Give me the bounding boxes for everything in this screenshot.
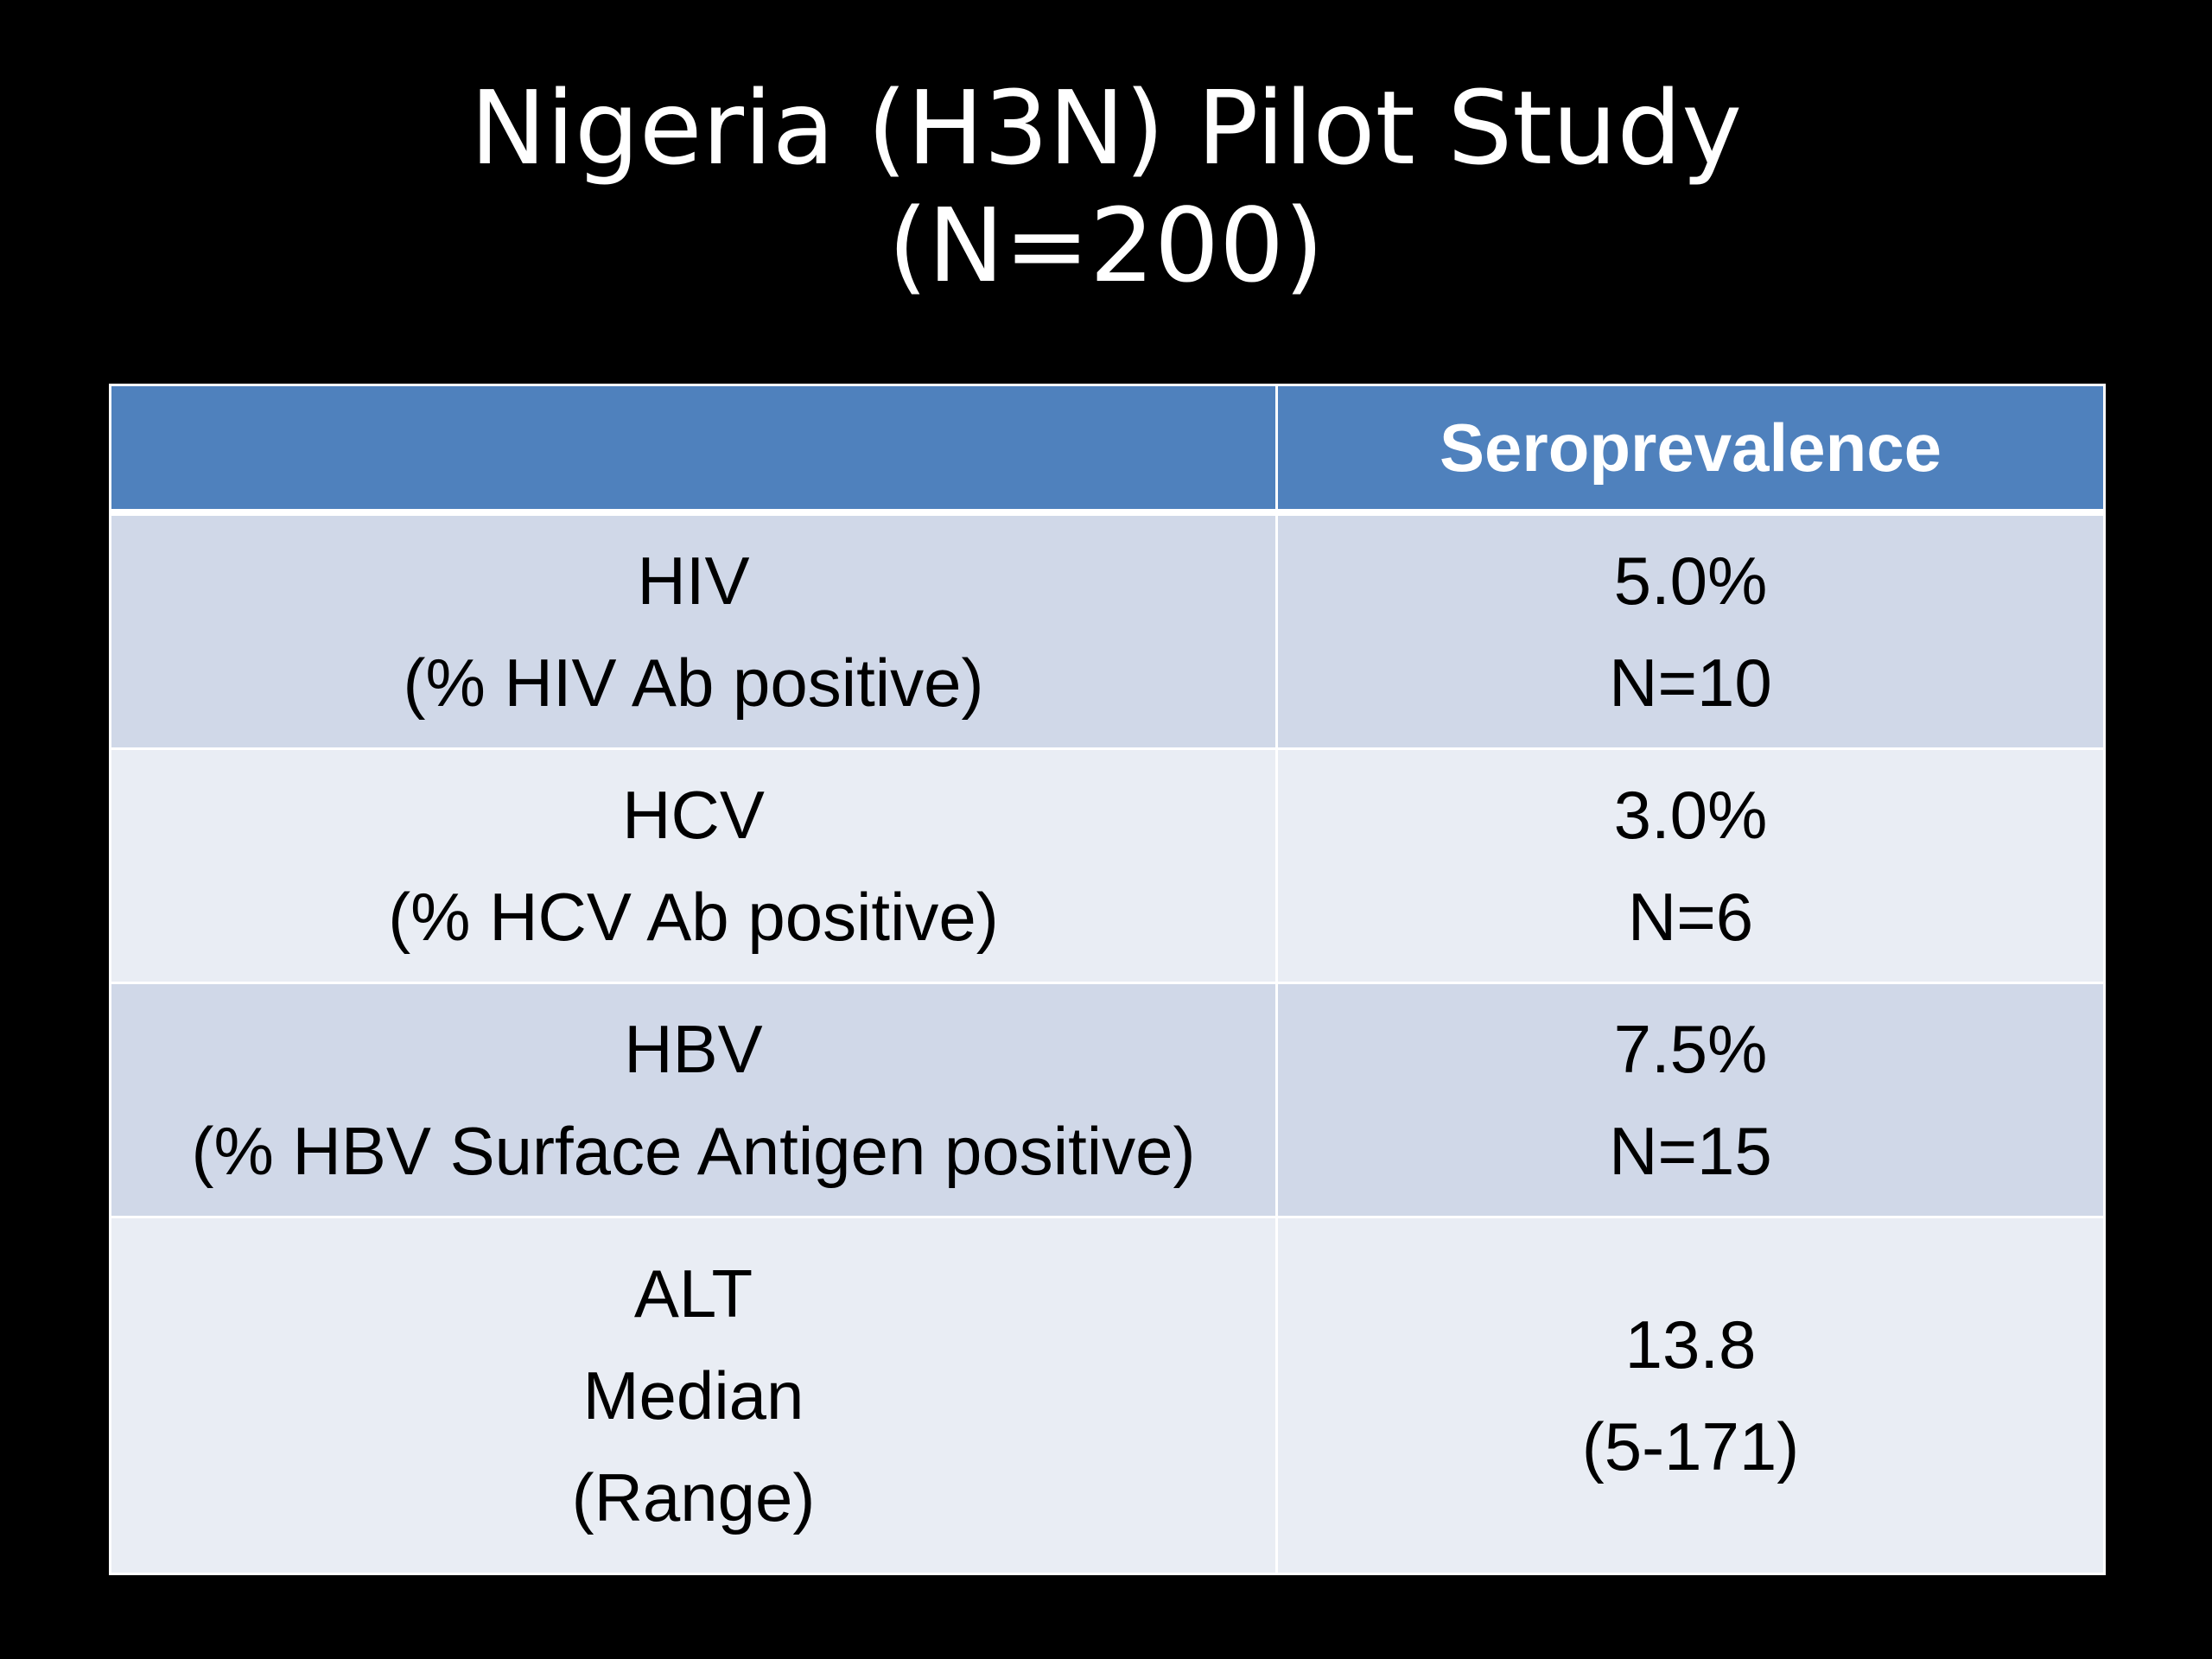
value-line: N=10: [1609, 645, 1772, 721]
label-line: HBV: [624, 1011, 763, 1087]
row-label-hbv: HBV (% HBV Surface Antigen positive): [109, 982, 1278, 1218]
row-value-hiv: 5.0% N=10: [1275, 511, 2106, 750]
row-label-alt: ALT Median (Range): [109, 1216, 1278, 1575]
value-line: (5-171): [1581, 1408, 1800, 1484]
table-row-hiv: HIV (% HIV Ab positive) 5.0% N=10: [109, 511, 2106, 750]
label-line: (% HIV Ab positive): [403, 645, 984, 721]
value-line: 13.8: [1624, 1306, 1757, 1382]
header-cell-empty: [109, 384, 1278, 516]
table-row-hcv: HCV (% HCV Ab positive) 3.0% N=6: [109, 747, 2106, 984]
label-line: (% HCV Ab positive): [388, 879, 999, 955]
row-value-alt: 13.8 (5-171): [1275, 1216, 2106, 1575]
table-row-hbv: HBV (% HBV Surface Antigen positive) 7.5…: [109, 982, 2106, 1218]
value-line: 3.0%: [1613, 777, 1768, 853]
header-cell-seroprevalence: Seroprevalence: [1275, 384, 2106, 516]
seroprevalence-table: Seroprevalence HIV (% HIV Ab positive) 5…: [109, 384, 2106, 1575]
title-line-2: (N=200): [887, 186, 1325, 305]
label-line: HIV: [637, 543, 750, 619]
label-line: (% HBV Surface Antigen positive): [191, 1113, 1196, 1189]
row-label-hiv: HIV (% HIV Ab positive): [109, 511, 1278, 750]
label-line: Median: [582, 1357, 804, 1433]
value-line: 5.0%: [1613, 543, 1768, 619]
row-label-hcv: HCV (% HCV Ab positive): [109, 747, 1278, 984]
value-line: N=6: [1627, 879, 1754, 955]
value-line: 7.5%: [1613, 1011, 1768, 1087]
label-line: ALT: [633, 1255, 753, 1332]
slide-title: Nigeria (H3N) Pilot Study (N=200): [0, 69, 2212, 304]
row-value-hcv: 3.0% N=6: [1275, 747, 2106, 984]
table-header-row: Seroprevalence: [109, 384, 2106, 516]
table-row-alt: ALT Median (Range) 13.8 (5-171): [109, 1216, 2106, 1575]
row-value-hbv: 7.5% N=15: [1275, 982, 2106, 1218]
label-line: HCV: [622, 777, 765, 853]
title-line-1: Nigeria (H3N) Pilot Study: [469, 68, 1743, 188]
label-line: (Range): [571, 1459, 816, 1535]
value-line: N=15: [1609, 1113, 1772, 1189]
